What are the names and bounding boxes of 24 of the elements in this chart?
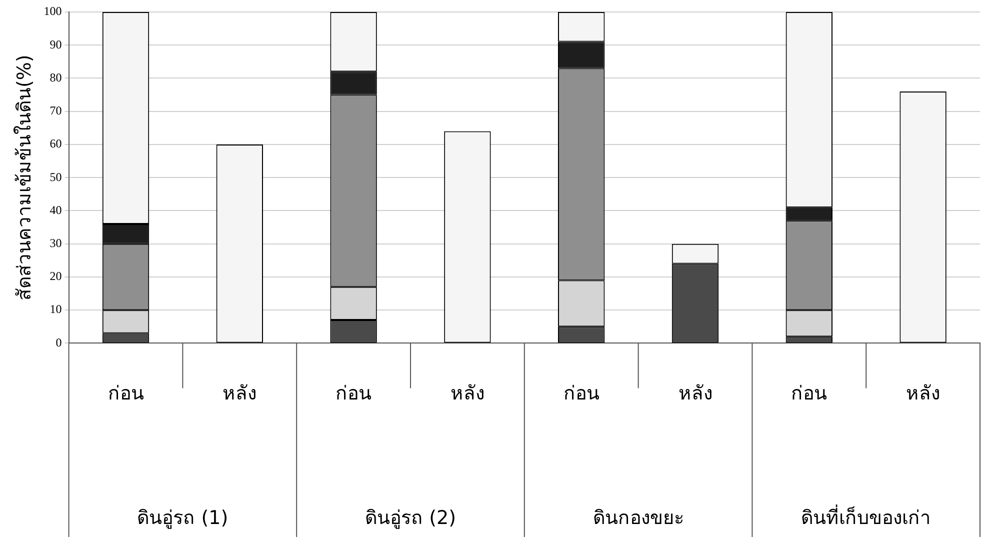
text: ดินกองขยะ: [592, 506, 684, 529]
text: ดินที่เก็บของเก่า: [801, 504, 932, 529]
y-tick-label: 80: [50, 70, 62, 84]
y-tick-label: 0: [56, 335, 62, 350]
y-tick-label: 100: [44, 4, 62, 18]
y-tick-label: 20: [50, 269, 62, 284]
y-axis-title: สัดส่วนความเข้มข้นในดิน(%): [13, 54, 36, 301]
y-tick-label: 50: [50, 170, 62, 184]
text: ดินอู่รถ (2): [365, 506, 456, 529]
x-tick-label: หลัง: [222, 382, 257, 405]
x-tick-label: ก่อน: [791, 382, 828, 405]
x-tick-label: ก่อน: [108, 382, 144, 405]
text: ดินอู่รถ (1): [137, 506, 228, 529]
y-tick-label: 30: [50, 236, 62, 250]
x-tick-label: หลัง: [906, 382, 940, 405]
x-tick-label: หลัง: [450, 382, 484, 405]
y-tick-label: 90: [50, 37, 62, 52]
y-tick-label: 70: [50, 104, 62, 118]
y-tick-label: 10: [50, 302, 62, 316]
y-tick-label: 60: [50, 136, 62, 151]
x-tick-label: หลัง: [678, 382, 712, 405]
y-tick-label: 40: [50, 202, 62, 217]
x-tick-label: ก่อน: [336, 382, 372, 405]
x-tick-label: ก่อน: [563, 382, 600, 405]
